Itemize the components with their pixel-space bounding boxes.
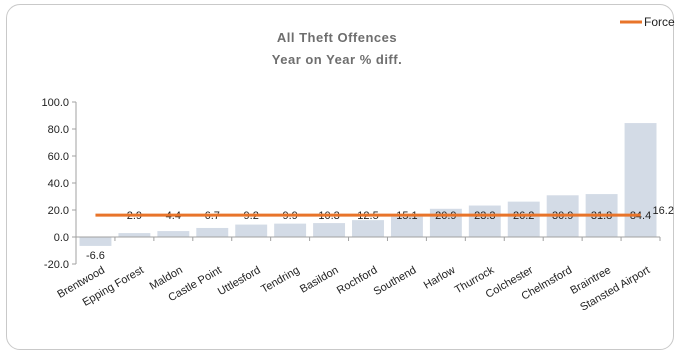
chart-title: All Theft Offences [277, 30, 397, 45]
y-axis: -20.0 0.0 20.0 40.0 60.0 80.0 100.0 [41, 97, 77, 271]
y-tick-label: 40.0 [48, 178, 69, 190]
reference-line-group: 16.2 [95, 205, 674, 217]
x-tick-label: Stansted Airport [578, 264, 652, 314]
bar-harlow [429, 208, 462, 237]
data-label: -6.6 [86, 250, 105, 262]
bar-castle-point [196, 227, 229, 237]
x-tick-label: Tendring [259, 264, 302, 295]
bar-uttlesford [235, 224, 268, 237]
bar-southend [390, 216, 423, 237]
y-tick-label: -20.0 [44, 259, 69, 271]
bar-epping-forest [118, 233, 151, 237]
bars [79, 123, 657, 246]
bar-basildon [313, 223, 346, 237]
bar-thurrock [468, 205, 501, 237]
force-value-label: 16.2 [653, 205, 674, 217]
bar-stansted-airport [624, 123, 657, 237]
bar-rochford [352, 220, 384, 237]
bar-tendring [274, 223, 307, 237]
y-tick-label: 60.0 [48, 151, 69, 163]
x-tick-label: Southend [372, 264, 419, 298]
y-tick-label: 80.0 [48, 124, 69, 136]
x-tick-label: Basildon [298, 264, 341, 295]
x-tick-label: Harlow [422, 264, 458, 292]
chart-frame [6, 4, 674, 350]
y-tick-label: 0.0 [54, 232, 69, 244]
bar-maldon [157, 231, 190, 237]
legend-label-force: Force [644, 15, 675, 29]
y-tick-label: 100.0 [41, 97, 69, 109]
y-tick-label: 20.0 [48, 205, 69, 217]
x-tick-label: Uttlesford [216, 264, 263, 298]
bar-colchester [507, 201, 540, 237]
bar-brentwood [79, 237, 112, 246]
x-tick-label: Rochford [335, 264, 380, 297]
legend: Force [620, 15, 675, 29]
chart-subtitle: Year on Year % diff. [272, 52, 402, 67]
